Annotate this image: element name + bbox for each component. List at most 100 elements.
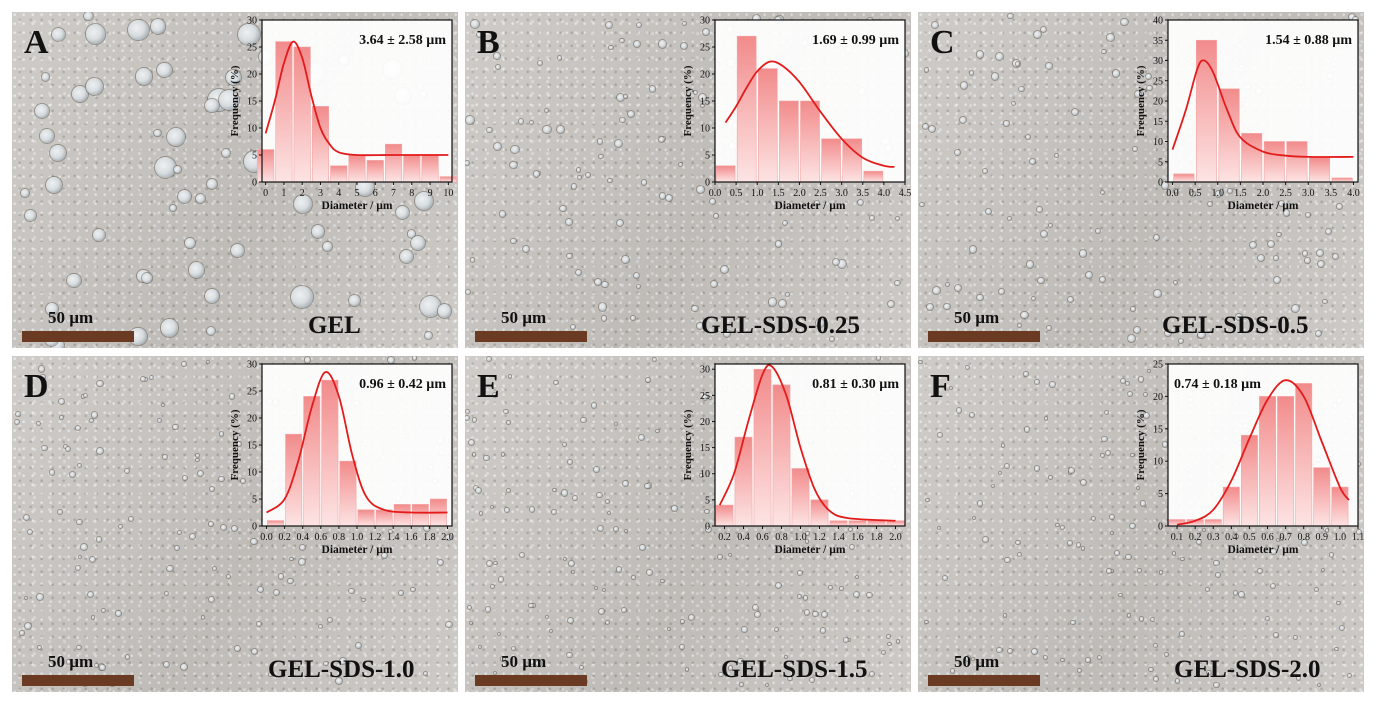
droplet [170, 205, 177, 212]
droplet [681, 42, 688, 49]
x-tick-label: 2.0 [889, 532, 902, 543]
micrograph-panel-a: 0 5 10 15 20 25 30 0 1 2 3 4 5 6 7 8 9 10 Diameter / µm Fre… [12, 12, 458, 348]
droplet [1076, 542, 1081, 547]
droplet [83, 394, 87, 398]
droplet [487, 356, 492, 361]
droplet [1154, 677, 1158, 681]
droplet [710, 280, 718, 288]
histogram-bar [842, 138, 863, 183]
droplet [723, 330, 731, 337]
droplet [167, 566, 173, 572]
droplet [1173, 189, 1178, 193]
droplet [1134, 91, 1141, 98]
droplet [609, 45, 613, 50]
inset-histogram-a: 0 5 10 15 20 25 30 0 1 2 3 4 5 6 7 8 9 10 Diameter / µm Fre… [229, 16, 457, 212]
droplet [77, 519, 82, 525]
droplet [241, 478, 245, 483]
droplet [969, 71, 974, 75]
droplet [529, 120, 534, 125]
x-tick-label: 1.0 [751, 188, 764, 199]
x-tick-label: 0.1 [1171, 532, 1184, 543]
y-tick-label: 0 [705, 522, 710, 533]
droplet [71, 85, 89, 103]
droplet [291, 285, 314, 308]
droplet [956, 408, 962, 413]
droplet [698, 93, 707, 102]
y-tick-label: 20 [1153, 97, 1163, 108]
y-tick-label: 0 [252, 522, 257, 533]
droplet [614, 422, 617, 425]
histogram-bar [366, 160, 384, 183]
droplet [1081, 479, 1086, 485]
droplet [649, 86, 655, 92]
droplet [945, 282, 950, 287]
droplet [174, 166, 182, 173]
droplet [1336, 203, 1342, 209]
droplet [399, 591, 403, 595]
droplet [977, 51, 984, 58]
histogram-bar [715, 504, 734, 527]
droplet [536, 661, 541, 666]
droplet [1268, 240, 1275, 247]
droplet [185, 238, 195, 248]
droplet [1015, 62, 1019, 66]
x-tick-label: 4.0 [878, 188, 891, 199]
droplet [89, 556, 96, 563]
droplet [230, 243, 244, 257]
droplet [182, 475, 188, 480]
histogram-bar [1168, 519, 1186, 527]
droplet [75, 425, 80, 430]
y-tick-label: 0 [252, 178, 257, 189]
droplet [116, 611, 121, 616]
droplet [490, 505, 493, 509]
droplet [1024, 372, 1028, 376]
droplet [1032, 297, 1036, 301]
droplet [496, 65, 500, 70]
droplet [938, 433, 942, 438]
droplet [1131, 454, 1134, 457]
droplet [576, 168, 581, 173]
y-tick-label: 5 [1158, 489, 1163, 500]
droplet [628, 110, 635, 117]
droplet [597, 526, 603, 532]
droplet [1060, 658, 1064, 662]
scale-bar-label: 50 µm [501, 308, 547, 327]
droplet [209, 487, 214, 492]
sample-label: GEL-SDS-1.0 [268, 656, 415, 683]
x-axis-label: Diameter / µm [322, 544, 393, 556]
y-axis-label: Frequency (%) [1135, 65, 1147, 136]
histogram-bar [848, 520, 867, 527]
x-tick-label: 2.0 [441, 532, 454, 543]
gaussian-fit-curve [724, 60, 895, 168]
droplet [1107, 34, 1114, 41]
droplet [1003, 614, 1007, 617]
droplet [144, 377, 147, 381]
droplet [620, 117, 625, 123]
droplet [569, 560, 575, 566]
x-tick-label: 0.0 [709, 188, 722, 199]
x-tick-label: 1.5 [1234, 188, 1247, 199]
droplet [636, 284, 641, 289]
droplet [256, 622, 262, 627]
droplet [661, 579, 664, 583]
droplet [209, 596, 214, 602]
droplet [1112, 70, 1120, 78]
x-tick-label: 2.5 [814, 188, 827, 199]
droplet [719, 672, 723, 677]
droplet [1274, 633, 1278, 637]
y-axis-label: Frequency (%) [229, 409, 241, 480]
histogram-bar [1259, 396, 1276, 527]
x-tick-label: 2.0 [1257, 188, 1270, 199]
x-tick-label: 4.0 [1347, 188, 1360, 199]
plot-frame [714, 363, 906, 527]
droplet [1109, 514, 1114, 519]
droplet [1292, 305, 1299, 313]
droplet [1215, 191, 1221, 197]
droplet [623, 94, 628, 99]
droplet [1046, 325, 1052, 331]
droplet [493, 561, 497, 565]
droplet [125, 655, 130, 659]
histogram-bar [311, 106, 329, 183]
droplet [382, 552, 388, 558]
droplet [479, 512, 483, 515]
